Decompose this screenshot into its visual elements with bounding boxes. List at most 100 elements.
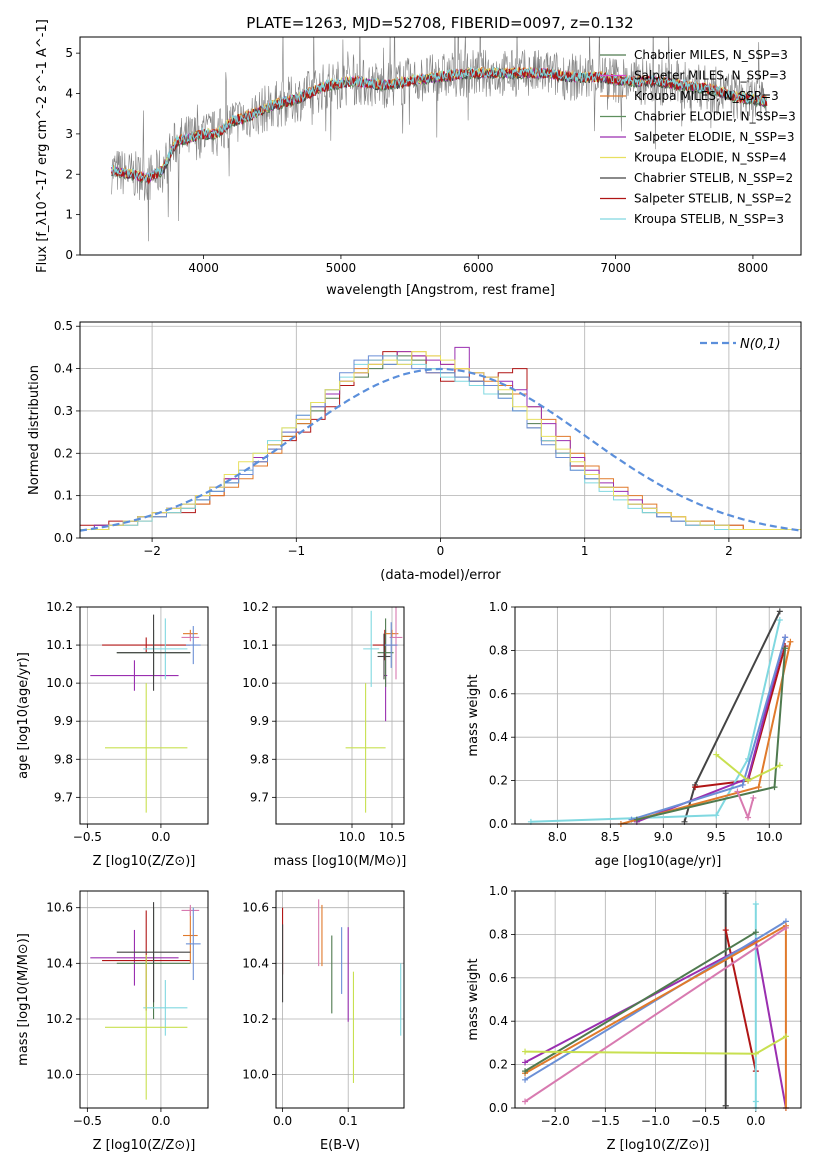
x-axis-label: wavelength [Angstrom, rest frame] xyxy=(326,283,555,298)
y-axis-label: age [log10(age/yr)] xyxy=(16,652,31,779)
x-axis-label: E(B-V) xyxy=(320,1138,360,1153)
weight-point-marker xyxy=(776,608,783,615)
y-tick-label: 2 xyxy=(65,167,73,181)
x-tick-label: 8000 xyxy=(738,261,769,275)
y-tick-label: 10.4 xyxy=(46,956,73,970)
weight-point-marker xyxy=(755,784,762,791)
y-tick-label: 9.7 xyxy=(250,790,269,804)
weight-point-marker xyxy=(522,1048,529,1055)
weight-vs-metallicity-panel: −2.0 −1.5 −1.0 −0.5 0.0 0.0 0.2 0.4 0.6 0.8 1.0 Z [… xyxy=(466,884,802,1153)
x-tick-label: 4000 xyxy=(188,261,219,275)
weight-point-marker xyxy=(787,638,794,645)
y-tick-label: 0.6 xyxy=(489,971,508,985)
x-tick-label: −1 xyxy=(287,544,305,558)
y-tick-label: 1 xyxy=(65,208,73,222)
age-vs-metallicity-panel: −0.5 0.0 9.7 9.8 9.9 10.0 10.1 10.2 Z [log10(Z/Z… xyxy=(16,600,209,869)
y-tick-label: 0.3 xyxy=(54,404,73,418)
mass-vs-metallicity-panel: −0.5 0.0 10.0 10.2 10.4 10.6 Z [log10(Z/Z⊙)] ma… xyxy=(16,890,209,1153)
spectrum-panel: 4000 5000 6000 7000 8000 0 1 2 3 4 5 Chabrier MILES… xyxy=(35,19,802,298)
x-axis-label: mass [log10(M/M⊙)] xyxy=(274,854,407,869)
y-tick-label: 1.0 xyxy=(489,884,508,898)
y-tick-label: 10.2 xyxy=(46,1012,73,1026)
legend-label: Kroupa STELIB, N_SSP=3 xyxy=(634,212,784,226)
axes-frame xyxy=(79,36,802,256)
y-tick-label: 0.1 xyxy=(54,489,73,503)
y-tick-label: 0.4 xyxy=(489,1014,508,1028)
histogram-step-line xyxy=(80,351,801,538)
y-tick-label: 10.1 xyxy=(242,638,269,652)
legend-label: N(0,1) xyxy=(740,337,781,352)
weight-point-marker xyxy=(752,901,759,908)
weight-point-marker xyxy=(713,751,720,758)
y-tick-label: 9.8 xyxy=(250,752,269,766)
weight-series-line xyxy=(694,645,787,789)
y-tick-label: 0.6 xyxy=(489,687,508,701)
legend-label: Chabrier MILES, N_SSP=3 xyxy=(634,48,788,62)
weight-point-marker xyxy=(752,1050,759,1057)
y-tick-label: 0.4 xyxy=(489,730,508,744)
x-axis-label: (data-model)/error xyxy=(380,568,501,583)
x-axis-label: Z [log10(Z/Z⊙)] xyxy=(93,1138,196,1153)
weight-point-marker xyxy=(776,762,783,769)
y-tick-label: 0.0 xyxy=(54,531,73,545)
weight-point-marker xyxy=(745,814,752,821)
legend-label: Chabrier STELIB, N_SSP=2 xyxy=(634,171,793,185)
weight-point-marker xyxy=(782,924,789,931)
axes-frame xyxy=(79,890,209,1109)
y-tick-label: 5 xyxy=(65,46,73,60)
weight-point-marker xyxy=(752,1098,759,1105)
x-tick-label: −0.5 xyxy=(691,1114,720,1128)
x-axis-label: Z [log10(Z/Z⊙)] xyxy=(93,854,196,869)
x-tick-label: −1.0 xyxy=(641,1114,670,1128)
x-tick-label: 0.1 xyxy=(339,1114,358,1128)
weight-point-marker xyxy=(522,1098,529,1105)
x-tick-label: −1.5 xyxy=(591,1114,620,1128)
legend-label: Kroupa ELODIE, N_SSP=4 xyxy=(634,151,787,165)
weight-point-marker xyxy=(522,1059,529,1066)
y-tick-label: 0.8 xyxy=(489,643,508,657)
x-tick-label: 10.0 xyxy=(756,830,783,844)
axes-frame xyxy=(79,321,802,539)
y-tick-label: 9.9 xyxy=(250,714,269,728)
age-vs-mass-panel: 10.0 10.5 9.7 9.8 9.9 10.0 10.1 10.2 mass [log10… xyxy=(242,600,407,869)
y-tick-label: 0.0 xyxy=(489,817,508,831)
y-axis-label: Flux [f_λ10^-17 erg cm^-2 s^-1 A^-1] xyxy=(35,19,50,273)
y-tick-label: 10.2 xyxy=(46,600,73,614)
weight-point-marker xyxy=(739,781,746,788)
x-tick-label: −0.5 xyxy=(73,830,102,844)
model-spectrum-line xyxy=(111,65,768,182)
x-tick-label: 1 xyxy=(581,544,589,558)
legend-label: Salpeter MILES, N_SSP=3 xyxy=(634,69,787,83)
y-tick-label: 10.6 xyxy=(242,901,269,915)
x-tick-label: 10.5 xyxy=(379,830,406,844)
weight-series-line xyxy=(524,931,757,1072)
x-tick-label: 9.5 xyxy=(707,830,726,844)
x-tick-label: −2.0 xyxy=(541,1114,570,1128)
y-axis-label: mass weight xyxy=(466,674,481,756)
weight-point-marker xyxy=(782,634,789,641)
axes-frame xyxy=(79,606,209,825)
x-tick-label: 2 xyxy=(725,544,733,558)
y-tick-label: 10.2 xyxy=(242,600,269,614)
y-tick-label: 10.1 xyxy=(46,638,73,652)
y-tick-label: 0.5 xyxy=(54,319,73,333)
weight-point-marker xyxy=(522,1076,529,1083)
weight-point-marker xyxy=(722,927,729,934)
weight-point-marker xyxy=(782,645,789,652)
x-tick-label: 0.0 xyxy=(151,830,170,844)
y-tick-label: 0.2 xyxy=(54,446,73,460)
weight-point-marker xyxy=(713,812,720,819)
x-tick-label: 0.0 xyxy=(746,1114,765,1128)
y-tick-label: 4 xyxy=(65,87,73,101)
x-tick-label: 10.0 xyxy=(339,830,366,844)
x-tick-label: 7000 xyxy=(600,261,631,275)
y-tick-label: 9.7 xyxy=(54,790,73,804)
axes-frame xyxy=(275,890,405,1109)
y-tick-label: 0.8 xyxy=(489,927,508,941)
weight-point-marker xyxy=(782,1033,789,1040)
y-tick-label: 0.2 xyxy=(489,774,508,788)
y-tick-label: 10.0 xyxy=(242,1068,269,1082)
x-tick-label: 9.0 xyxy=(654,830,673,844)
x-tick-label: 8.0 xyxy=(548,830,567,844)
